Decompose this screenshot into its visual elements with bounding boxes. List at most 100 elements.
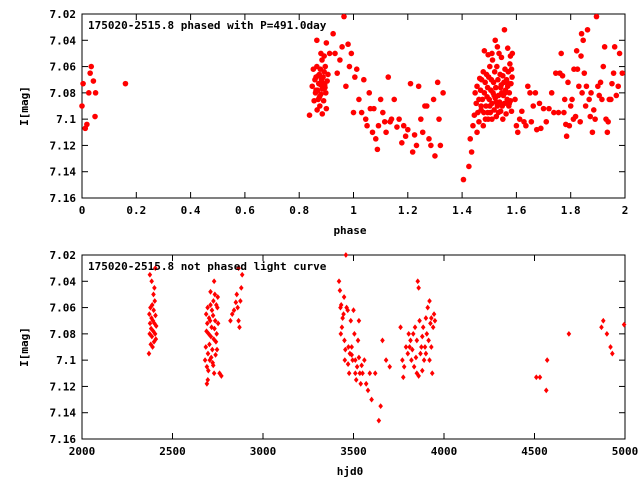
data-point [338,304,343,311]
data-point [356,96,362,103]
x-tick-label: 0.6 [235,204,255,217]
data-point [437,142,444,149]
data-point [422,344,428,350]
data-point [400,122,407,129]
data-point [530,103,537,109]
data-point [345,361,351,367]
data-point [405,126,411,133]
data-point [380,337,385,344]
data-point [615,83,622,90]
data-point [482,116,489,122]
data-point [151,338,157,345]
data-point [346,344,351,350]
x-tick-label: 0.4 [181,204,201,217]
data-point [434,79,441,86]
data-point [314,107,320,113]
y-tick-label: 7.12 [50,380,77,393]
data-point [204,363,210,370]
data-point [211,278,217,285]
data-point [92,113,98,120]
x-axis-label: hjd0 [337,465,364,478]
data-point [341,13,347,20]
data-point [358,380,364,387]
data-point [84,121,90,128]
data-point [360,370,365,377]
data-point [460,176,467,183]
data-point [238,298,243,304]
data-point [147,320,153,327]
data-point [152,298,158,304]
data-point [323,90,329,96]
data-point [364,122,370,129]
data-point [337,57,343,63]
data-point [479,96,486,103]
data-point [426,337,431,344]
data-point [476,118,482,125]
data-point [323,40,330,46]
data-point [621,321,627,328]
data-point [497,84,504,91]
data-point [498,54,505,61]
data-point [396,116,402,122]
data-point [238,284,244,291]
data-point [616,50,623,57]
data-point [432,317,438,324]
data-point [409,149,416,155]
data-point [381,118,388,125]
data-point [412,324,418,331]
data-point [394,124,400,130]
data-point [500,116,506,122]
data-point [354,363,360,370]
data-point [153,336,159,343]
x-tick-label: 0.2 [126,204,146,217]
y-tick-label: 7.16 [50,192,77,205]
x-tick-label: 3000 [250,445,277,458]
data-point [352,74,358,80]
data-point [151,328,156,335]
data-point [418,350,423,357]
data-point [343,346,348,353]
data-point [342,357,348,364]
data-point [213,338,219,345]
data-point [92,90,99,96]
data-point [355,337,361,344]
data-point [506,90,513,96]
data-point [519,108,525,115]
data-point [339,44,345,50]
data-point [474,83,480,90]
data-point [85,90,92,96]
data-point [316,94,323,100]
data-point [552,70,559,76]
data-point [388,116,395,122]
data-point [362,357,367,364]
data-point [90,78,97,84]
data-point [538,125,544,132]
data-point [152,284,157,291]
data-point [574,66,581,72]
data-point [537,374,543,381]
data-point [377,96,384,103]
data-point [208,302,213,308]
x-axis-label: phase [333,224,366,237]
data-point [597,79,604,86]
data-point [506,100,513,107]
data-point [436,116,442,122]
data-point [425,304,431,311]
unphased-light-curve-chart: 2000 2500 3000 3500 4000 4500 5000 7.02 7.04 7.06… [18,249,638,478]
data-point [429,344,434,350]
data-point [513,122,520,129]
data-point [561,109,567,116]
data-point [235,304,240,311]
data-point [589,129,596,136]
y-tick-label: 7.06 [50,302,77,315]
data-point [525,83,531,90]
data-point [323,105,330,112]
data-point [424,330,430,337]
data-point [203,344,209,350]
data-point [215,294,221,300]
data-point [593,13,600,20]
data-point [494,44,501,50]
data-point [491,69,498,75]
data-point [357,370,363,377]
data-point [339,324,345,331]
